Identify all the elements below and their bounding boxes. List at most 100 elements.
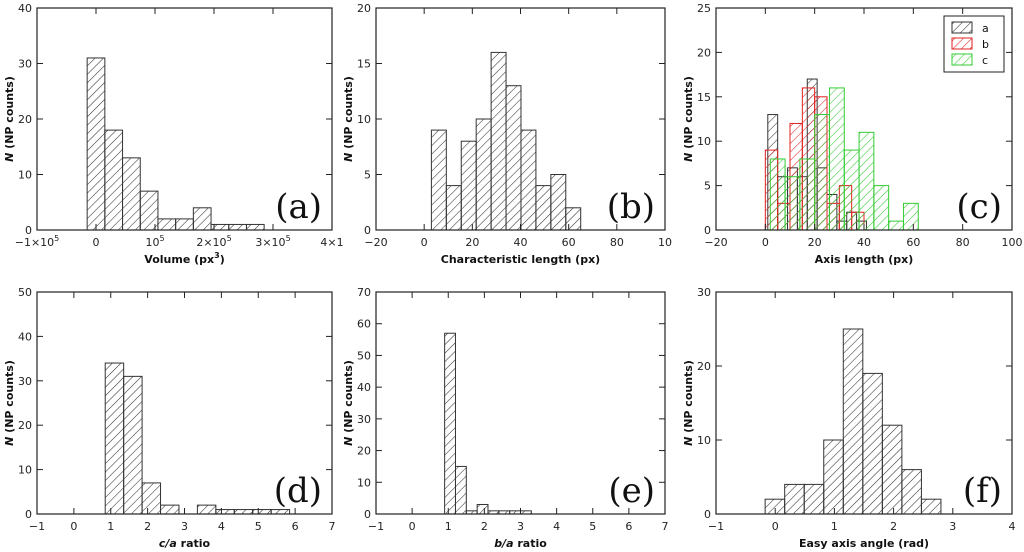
bar-b-2: [460, 140, 477, 231]
xtick-label-c-6: 100: [1002, 236, 1023, 249]
bar-b-9: [565, 207, 582, 231]
ytick-label-c-3: 15: [697, 91, 711, 104]
bar-d-6: [215, 509, 235, 515]
xtick-label-e-4: 3: [517, 520, 524, 533]
xtick-label-b-4: 60: [562, 236, 576, 249]
xtick-label-a-1: 0: [93, 236, 100, 249]
xtick-label-e-8: 7: [662, 520, 669, 533]
xtick-label-d-8: 7: [329, 520, 336, 533]
bar-f-3: [823, 439, 844, 515]
bar-d-1: [123, 375, 143, 515]
legend-swatch-c: [951, 53, 973, 66]
ytick-label-b-1: 5: [364, 169, 371, 182]
bar-d-5: [196, 504, 217, 515]
panel-label-d: (d): [274, 471, 322, 511]
plot-frame-f: [715, 291, 1013, 515]
panel-label-c: (c): [956, 187, 1002, 227]
bar-c-c-8: [888, 220, 904, 231]
ytick-label-c-5: 25: [697, 2, 711, 15]
ytick-label-f-1: 10: [697, 434, 711, 447]
ytick-label-e-0: 0: [364, 508, 371, 521]
xtick-label-d-2: 1: [107, 520, 114, 533]
bar-f-5: [862, 372, 883, 515]
bar-b-7: [535, 185, 552, 231]
bar-f-2: [803, 483, 825, 515]
xtick-label-a-3: 2×105: [196, 234, 231, 249]
xtick-label-e-5: 4: [553, 520, 560, 533]
ytick-label-c-2: 10: [697, 135, 711, 148]
xtick-label-e-1: 0: [409, 520, 416, 533]
bar-f-7: [901, 469, 922, 515]
ytick-label-d-2: 20: [18, 419, 32, 432]
bar-c-c-9: [902, 202, 919, 231]
legend-swatch-a: [951, 21, 973, 34]
bar-c-c-4: [828, 87, 845, 231]
bar-b-6: [520, 129, 537, 231]
xtick-label-b-2: 20: [465, 236, 479, 249]
xlabel-f: Easy axis angle (rad): [799, 537, 929, 550]
bar-a-6: [192, 207, 212, 231]
legend-label-c: c: [982, 54, 988, 67]
xtick-label-d-1: 0: [70, 520, 77, 533]
xtick-label-d-6: 5: [255, 520, 262, 533]
ytick-label-b-0: 0: [364, 224, 371, 237]
xtick-label-e-3: 2: [481, 520, 488, 533]
bar-f-6: [881, 424, 903, 515]
xlabel-a: Volume (px3): [144, 251, 224, 266]
xtick-label-c-1: 0: [762, 236, 769, 249]
xtick-label-f-0: −1: [708, 520, 724, 533]
xlabel-e: b/a ratio: [494, 537, 547, 550]
ytick-label-d-4: 40: [18, 330, 32, 343]
xtick-label-c-2: 20: [808, 236, 822, 249]
ytick-label-a-2: 20: [18, 113, 32, 126]
xlabel-d: c/a ratio: [159, 537, 211, 550]
xtick-label-e-0: −1: [368, 520, 384, 533]
xtick-label-a-4: 3×105: [255, 234, 290, 249]
bar-c-c-5: [843, 149, 860, 231]
bar-e-1: [454, 465, 467, 515]
ytick-label-a-3: 30: [18, 58, 32, 71]
ylabel-a: N (NP counts): [3, 76, 16, 162]
ytick-label-a-4: 40: [18, 2, 32, 15]
ylabel-e: N (NP counts): [342, 360, 355, 446]
bar-c-c-0: [769, 158, 786, 231]
bar-b-1: [445, 185, 462, 231]
xtick-label-a-2: 105: [145, 234, 164, 249]
xtick-label-d-4: 3: [181, 520, 188, 533]
bar-d-0: [104, 362, 125, 515]
ytick-label-c-1: 5: [704, 180, 711, 193]
xtick-label-f-2: 1: [831, 520, 838, 533]
ytick-label-e-1: 10: [357, 476, 371, 489]
ytick-label-e-5: 50: [357, 349, 371, 362]
bar-d-3: [160, 504, 180, 515]
bar-a-1: [104, 129, 124, 231]
bar-a-4: [157, 218, 177, 231]
ylabel-f: N (NP counts): [682, 360, 695, 446]
bar-a-0: [86, 57, 106, 231]
ytick-label-d-3: 30: [18, 375, 32, 388]
bar-c-c-6: [858, 131, 875, 231]
xtick-label-e-2: 1: [445, 520, 452, 533]
bar-a-9: [245, 223, 265, 231]
xtick-label-d-0: −1: [29, 520, 45, 533]
xlabel-b: Characteristic length (px): [441, 253, 600, 266]
bar-a-2: [122, 157, 141, 231]
bar-d-8: [252, 509, 272, 515]
ytick-label-c-4: 20: [697, 46, 711, 59]
panel-label-b: (b): [607, 187, 655, 227]
ytick-label-d-0: 0: [25, 508, 32, 521]
panel-label-a: (a): [275, 187, 322, 227]
xtick-label-f-3: 2: [890, 520, 897, 533]
bar-d-7: [233, 509, 254, 515]
bar-a-5: [175, 218, 194, 231]
ytick-label-a-1: 10: [18, 169, 32, 182]
bar-f-4: [842, 328, 864, 515]
xtick-label-d-3: 2: [144, 520, 151, 533]
ylabel-c: N (NP counts): [682, 76, 695, 162]
xtick-label-f-1: 0: [772, 520, 779, 533]
